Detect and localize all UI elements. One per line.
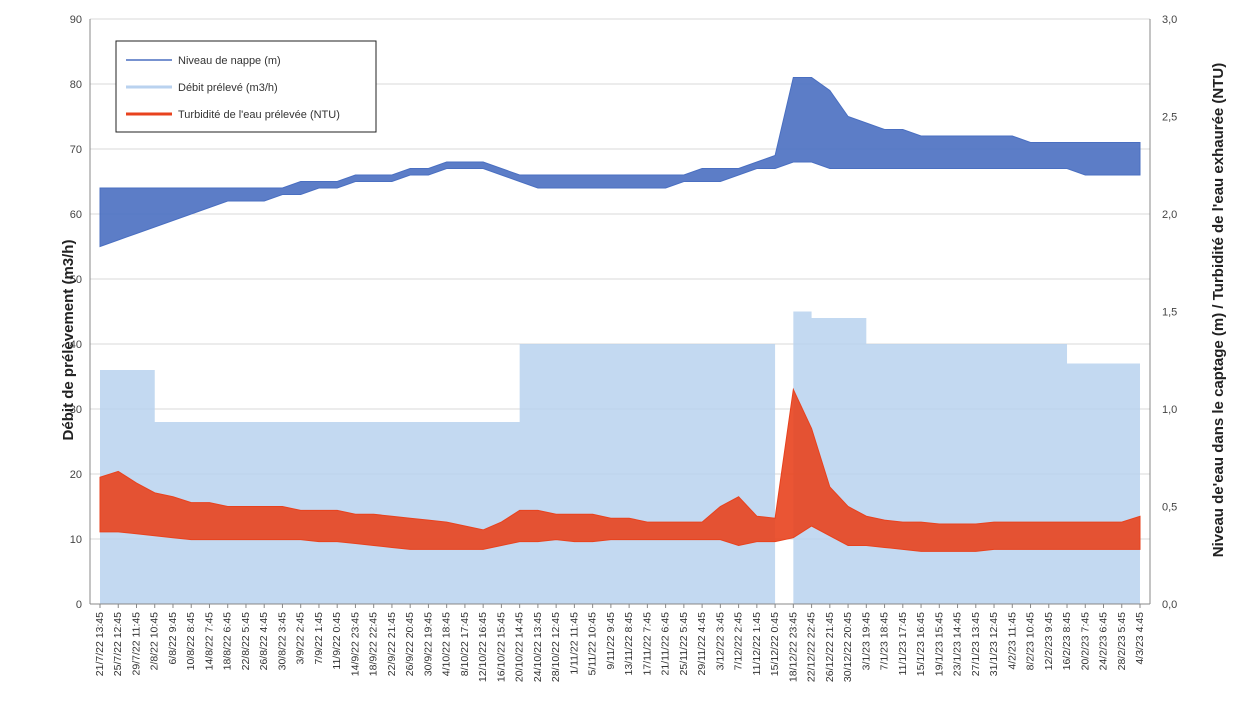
x-tick-label: 27/1/23 13:45 <box>970 612 982 676</box>
y-axis-right-label: Niveau de'eau dans le captage (m) / Turb… <box>1210 63 1227 557</box>
y-tick-right-label: 1,5 <box>1162 307 1177 319</box>
x-tick-label: 2/8/22 10:45 <box>149 612 161 671</box>
x-tick-label: 29/7/22 11:45 <box>130 612 142 676</box>
x-tick-label: 26/8/22 4:45 <box>258 612 270 671</box>
legend-label-turbidite: Turbidité de l'eau prélevée (NTU) <box>178 109 340 121</box>
x-tick-label: 14/8/22 7:45 <box>203 612 215 671</box>
x-tick-label: 12/2/23 9:45 <box>1043 612 1055 671</box>
y-tick-left-label: 20 <box>70 469 82 481</box>
y-tick-right-label: 0,5 <box>1162 502 1177 514</box>
x-tick-label: 18/9/22 22:45 <box>368 612 380 676</box>
y-tick-left-label: 30 <box>70 404 82 416</box>
x-tick-label: 16/2/23 8:45 <box>1061 612 1073 671</box>
x-tick-label: 7/1/23 18:45 <box>879 612 891 671</box>
x-tick-label: 30/8/22 3:45 <box>276 612 288 671</box>
x-tick-label: 8/2/23 10:45 <box>1025 612 1037 671</box>
x-tick-label: 21/11/22 6:45 <box>660 612 672 676</box>
y-tick-left-label: 0 <box>76 599 82 611</box>
x-tick-label: 15/1/23 16:45 <box>915 612 927 676</box>
x-tick-label: 11/1/23 17:45 <box>897 612 909 676</box>
legend-label-niveau: Niveau de nappe (m) <box>178 55 281 67</box>
x-tick-label: 16/10/22 15:45 <box>495 612 507 682</box>
y-tick-right-label: 3,0 <box>1162 14 1177 26</box>
x-tick-label: 10/8/22 8:45 <box>185 612 197 671</box>
x-tick-label: 22/9/22 21:45 <box>386 612 398 676</box>
x-tick-label: 3/1/23 19:45 <box>860 612 872 671</box>
x-tick-label: 31/1/23 12:45 <box>988 612 1000 676</box>
x-ticks: 21/7/22 13:45 25/7/22 12:45 29/7/22 11:45 2… <box>94 604 1146 682</box>
x-tick-label: 21/7/22 13:45 <box>94 612 106 676</box>
debit-area <box>100 311 1140 604</box>
x-tick-label: 22/8/22 5:45 <box>240 612 252 671</box>
x-tick-label: 20/10/22 14:45 <box>514 612 526 682</box>
x-tick-label: 11/9/22 0:45 <box>331 612 343 670</box>
y-ticks-right: 0,0 0,5 1,0 1,5 2,0 2,5 3,0 <box>1162 14 1177 611</box>
x-tick-label: 25/7/22 12:45 <box>112 612 124 676</box>
x-tick-label: 14/9/22 23:45 <box>349 612 361 676</box>
x-tick-label: 25/11/22 5:45 <box>678 612 690 676</box>
x-tick-label: 28/2/23 5:45 <box>1116 612 1128 671</box>
x-tick-label: 17/11/22 7:45 <box>641 612 653 676</box>
y-tick-left-label: 60 <box>70 209 82 221</box>
niveau-band <box>99 77 1141 248</box>
y-tick-right-label: 2,0 <box>1162 209 1177 221</box>
x-tick-label: 24/10/22 13:45 <box>532 612 544 682</box>
axes <box>89 19 1151 605</box>
x-tick-label: 4/10/22 18:45 <box>441 612 453 676</box>
x-tick-label: 5/11/22 10:45 <box>587 612 599 676</box>
y-tick-left-label: 50 <box>70 274 82 286</box>
y-tick-left-label: 10 <box>70 534 82 546</box>
x-tick-label: 30/12/22 20:45 <box>842 612 854 682</box>
x-tick-label: 18/8/22 6:45 <box>222 612 234 671</box>
y-tick-left-label: 90 <box>70 14 82 26</box>
x-tick-label: 26/9/22 20:45 <box>404 612 416 676</box>
y-tick-right-label: 1,0 <box>1162 404 1177 416</box>
x-tick-label: 20/2/23 7:45 <box>1079 612 1091 671</box>
x-tick-label: 6/8/22 9:45 <box>167 612 179 665</box>
x-tick-label: 7/12/22 2:45 <box>733 612 745 671</box>
x-tick-label: 8/10/22 17:45 <box>459 612 471 676</box>
x-tick-label: 3/12/22 3:45 <box>714 612 726 671</box>
y-tick-left-label: 70 <box>70 144 82 156</box>
x-tick-label: 24/2/23 6:45 <box>1098 612 1110 671</box>
series-niveau-de-nappe <box>99 77 1141 248</box>
x-tick-label: 13/11/22 8:45 <box>623 612 635 676</box>
turbidite-band <box>99 387 1141 552</box>
x-tick-label: 26/12/22 21:45 <box>824 612 836 682</box>
legend-label-debit: Débit prélevé (m3/h) <box>178 82 278 94</box>
x-tick-label: 15/12/22 0:45 <box>769 612 781 676</box>
x-tick-label: 23/1/23 14:45 <box>952 612 964 676</box>
series-turbidite <box>99 387 1141 552</box>
x-tick-label: 9/11/22 9:45 <box>605 612 617 670</box>
x-tick-label: 19/1/23 15:45 <box>933 612 945 676</box>
series-debit-preleve <box>100 311 1140 604</box>
y-tick-right-label: 2,5 <box>1162 112 1177 124</box>
x-tick-label: 22/12/22 22:45 <box>806 612 818 682</box>
x-tick-label: 28/10/22 12:45 <box>550 612 562 682</box>
x-tick-label: 7/9/22 1:45 <box>313 612 325 665</box>
y-axis-left-label: Débit de prélèvement (m3/h) <box>60 240 77 441</box>
y-tick-left-label: 40 <box>70 339 82 351</box>
x-tick-label: 4/3/23 4:45 <box>1134 612 1146 665</box>
x-tick-label: 3/9/22 2:45 <box>295 612 307 665</box>
x-tick-label: 4/2/23 11:45 <box>1006 612 1018 670</box>
y-ticks-left: 0 10 20 30 40 50 60 70 80 90 <box>70 14 82 611</box>
x-tick-label: 1/11/22 11:45 <box>568 612 580 675</box>
x-tick-label: 11/12/22 1:45 <box>751 612 763 676</box>
y-tick-left-label: 80 <box>70 79 82 91</box>
x-tick-label: 29/11/22 4:45 <box>696 612 708 676</box>
x-tick-label: 12/10/22 16:45 <box>477 612 489 682</box>
y-tick-right-label: 0,0 <box>1162 599 1177 611</box>
legend: Niveau de nappe (m) Débit prélevé (m3/h)… <box>115 40 377 133</box>
x-tick-label: 18/12/22 23:45 <box>787 612 799 682</box>
x-tick-label: 30/9/22 19:45 <box>422 612 434 676</box>
